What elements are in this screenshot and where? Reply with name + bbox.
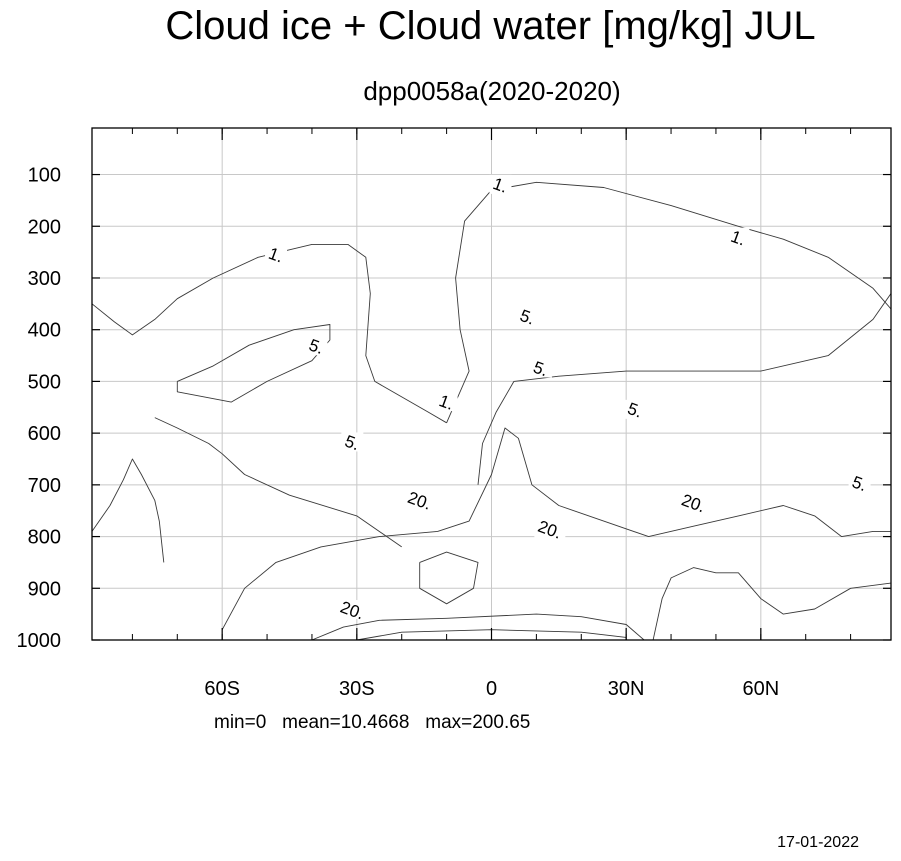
y-tick-label: 100	[28, 165, 61, 187]
contour-line	[446, 181, 892, 423]
footer-date: 17-01-2022	[777, 834, 859, 851]
contour-label-bg	[848, 473, 871, 493]
contour-label-bg	[341, 432, 364, 452]
contour-line	[91, 243, 447, 424]
x-tick-label: 60S	[204, 678, 240, 700]
contour-label-bg	[516, 306, 539, 326]
contour-label: 1.	[437, 391, 457, 414]
contour-line	[477, 293, 892, 485]
contour-label-bg	[624, 399, 647, 419]
contour-label-bg	[677, 492, 709, 512]
contour-label: 5.	[849, 472, 869, 495]
y-tick-label: 1000	[17, 630, 62, 652]
chart-subtitle: dpp0058a(2020-2020)	[363, 76, 621, 106]
contour-label: 5.	[625, 399, 645, 422]
x-tick-label: 0	[486, 678, 497, 700]
contour-label: 5.	[517, 306, 537, 329]
y-tick-label: 600	[28, 423, 61, 445]
x-tick-label: 60N	[742, 678, 779, 700]
x-tick-label: 30S	[339, 678, 375, 700]
y-tick-label: 300	[28, 268, 61, 290]
y-tick-label: 500	[28, 371, 61, 393]
contour-line	[221, 427, 891, 630]
contour-label: 5.	[342, 432, 362, 455]
contour-label-bg	[336, 600, 368, 620]
contour-label: 5.	[306, 335, 326, 358]
axes: 100 200 300 400 500 600 700 800 900 1000 60S 30S 0 30…	[17, 127, 892, 700]
contour-label-bg	[489, 174, 512, 194]
contour-label: 5.	[531, 358, 551, 381]
stats-line: min=0 mean=10.4668 max=200.65	[214, 712, 531, 733]
contour-line	[176, 324, 331, 403]
contour-line	[419, 551, 479, 605]
contour-line	[91, 458, 165, 563]
x-tick-label: 30N	[608, 678, 645, 700]
contour-label-bg	[435, 392, 458, 412]
contour-labels: 1.1.1.1.5.5.5.5.5.5.20.20.20.20.	[265, 174, 871, 623]
grid-lines	[92, 128, 891, 641]
contour-label-bg	[305, 336, 328, 356]
y-tick-label: 400	[28, 320, 61, 342]
contour-line	[311, 613, 645, 641]
y-tick-label: 200	[28, 216, 61, 238]
y-tick-label: 900	[28, 578, 61, 600]
contour-label-bg	[529, 358, 552, 378]
contour-line	[154, 417, 402, 548]
contour-label: 1.	[266, 244, 286, 267]
y-tick-label: 700	[28, 475, 61, 497]
contour-label-bg	[404, 490, 436, 510]
contour-label: 1.	[490, 174, 510, 197]
contour-line	[652, 567, 892, 641]
y-tick-label: 800	[28, 527, 61, 549]
contour-label-bg	[727, 227, 750, 247]
contour-label-bg	[534, 519, 566, 539]
contour-label: 1.	[728, 227, 748, 250]
chart-title: Cloud ice + Cloud water [mg/kg] JUL	[165, 4, 816, 48]
contour-label-bg	[265, 244, 288, 264]
